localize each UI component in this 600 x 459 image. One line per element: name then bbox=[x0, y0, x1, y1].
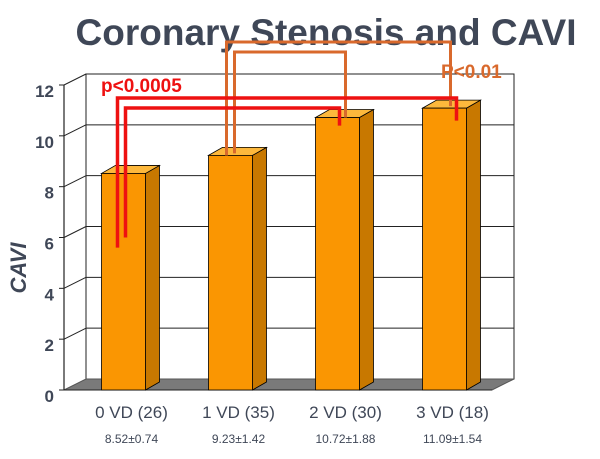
bracket-line bbox=[123, 106, 342, 238]
value-label: 11.09±1.54 bbox=[423, 432, 482, 446]
y-tick-label: 12 bbox=[35, 82, 54, 101]
bar-side bbox=[359, 108, 374, 391]
bar bbox=[206, 146, 269, 391]
bar bbox=[420, 99, 483, 391]
bar-front bbox=[315, 117, 360, 391]
chart-title: Coronary Stenosis and CAVI bbox=[76, 12, 577, 53]
p-value-label: p<0.0005 bbox=[101, 76, 182, 97]
gridline-diagonal bbox=[63, 226, 87, 238]
gridline-diagonal bbox=[63, 327, 87, 340]
bar-side bbox=[466, 99, 481, 391]
bracket-line bbox=[233, 50, 347, 154]
y-tick-label: 8 bbox=[45, 184, 54, 203]
p-value-label: P<0.01 bbox=[441, 62, 502, 83]
value-labels: 8.52±0.74 9.23±1.42 10.72±1.88 11.09±1.54 bbox=[105, 432, 483, 446]
gridline-diagonal bbox=[63, 175, 87, 188]
bar-front bbox=[101, 173, 146, 391]
significance-brackets: P<0.01 p<0.0005 bbox=[101, 40, 502, 248]
y-tick-label: 6 bbox=[45, 235, 54, 254]
bars bbox=[99, 99, 483, 391]
bar-front bbox=[422, 107, 467, 391]
bracket-p0005: p<0.0005 bbox=[101, 76, 459, 248]
bar-side bbox=[252, 146, 267, 391]
y-tick-label: 0 bbox=[45, 387, 54, 406]
x-tick-label: 1 VD (35) bbox=[202, 403, 275, 422]
bar-front bbox=[208, 155, 253, 391]
bar bbox=[99, 164, 162, 391]
x-tick-label: 2 VD (30) bbox=[309, 403, 382, 422]
x-tick-label: 0 VD (26) bbox=[95, 403, 168, 422]
bar bbox=[313, 108, 376, 391]
gridline-diagonal bbox=[63, 124, 87, 137]
value-label: 8.52±0.74 bbox=[105, 432, 159, 446]
y-tick-label: 10 bbox=[35, 133, 54, 152]
y-tick-label: 4 bbox=[45, 285, 55, 304]
value-label: 10.72±1.88 bbox=[316, 432, 376, 446]
y-axis-label: CAVI bbox=[6, 242, 31, 294]
y-tick-label: 2 bbox=[45, 336, 54, 355]
bracket-line bbox=[115, 96, 459, 248]
value-label: 9.23±1.42 bbox=[212, 432, 266, 446]
x-tick-label: 3 VD (18) bbox=[416, 403, 489, 422]
gridline-diagonal bbox=[63, 276, 87, 289]
bracket-p001: P<0.01 bbox=[225, 40, 502, 156]
y-ticks: 0 2 4 6 8 10 12 bbox=[35, 82, 64, 406]
x-ticks: 0 VD (26) 1 VD (35) 2 VD (30) 3 VD (18) bbox=[95, 403, 489, 422]
bar-side bbox=[145, 164, 160, 391]
gridline-diagonal bbox=[63, 73, 87, 86]
